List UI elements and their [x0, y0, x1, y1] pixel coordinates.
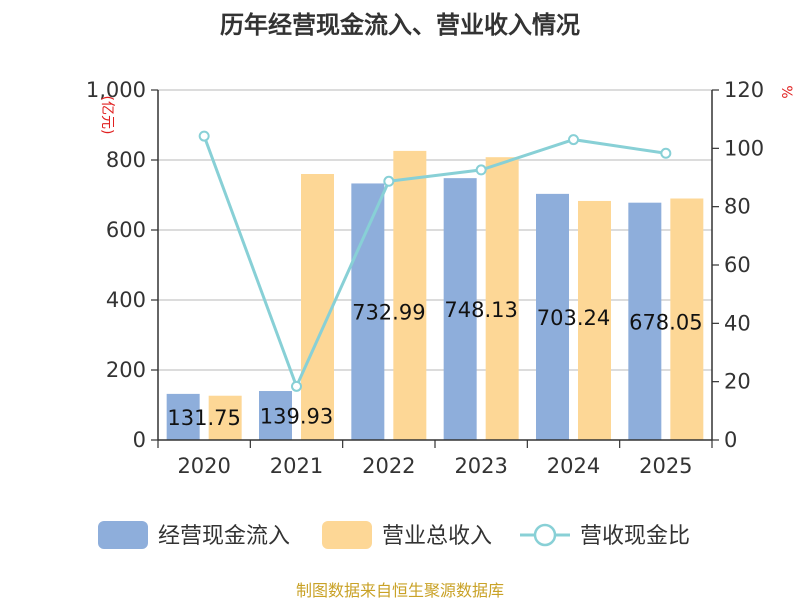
right-tick-label: 80 [724, 195, 751, 219]
cash-inflow-data-label: 732.99 [352, 301, 425, 325]
right-tick-label: 20 [724, 370, 751, 394]
grid-lines [158, 89, 712, 371]
left-tick-label: 1,000 [86, 78, 146, 102]
legend[interactable]: 经营现金流入 营业总收入 营收现金比 [98, 521, 690, 549]
legend-label: 营业总收入 [382, 524, 492, 549]
data-labels: 131.75 139.93 732.99 748.13 703.24 678.05 [167, 298, 702, 430]
left-tick-label: 400 [106, 288, 146, 312]
revenue-bar [670, 198, 704, 440]
right-axis-unit: % [778, 85, 794, 98]
legend-label: 营收现金比 [580, 524, 690, 549]
revenue-bar [301, 174, 334, 440]
bars-group [166, 150, 704, 441]
ratio-point [383, 175, 395, 187]
legend-label: 经营现金流入 [158, 524, 290, 549]
revenue-bar [485, 157, 519, 440]
legend-swatch-cash-inflow [98, 521, 148, 549]
revenue-bar [578, 200, 611, 440]
cash-inflow-bar [443, 178, 477, 441]
left-tick-label: 200 [106, 358, 146, 382]
cash-inflow-bar [166, 393, 200, 440]
ratio-point [475, 164, 487, 176]
cash-inflow-bar [536, 193, 569, 440]
ratio-line-group [198, 130, 672, 392]
chart-title: 历年经营现金流入、营业收入情况 [220, 11, 580, 39]
ratio-point [660, 147, 672, 159]
x-tick-label: 2020 [177, 454, 230, 478]
cash-inflow-data-label: 748.13 [444, 298, 517, 322]
cash-inflow-bar [259, 391, 292, 440]
left-tick-label: 600 [106, 218, 146, 242]
legend-swatch-revenue [322, 521, 372, 549]
x-tick-label: 2021 [270, 454, 323, 478]
left-tick-label: 0 [133, 428, 146, 452]
ratio-point [291, 380, 302, 392]
right-tick-label: 40 [724, 311, 751, 335]
left-axis-unit: (亿元) [99, 96, 115, 135]
right-tick-label: 100 [724, 136, 764, 160]
cash-inflow-data-label: 703.24 [537, 306, 610, 330]
right-tick-label: 0 [724, 428, 737, 452]
revenue-bar [208, 395, 242, 440]
cash-inflow-data-label: 139.93 [260, 405, 333, 429]
axes: 0 200 400 600 800 1,000 0 20 40 60 80 100 120 2020 202… [86, 78, 764, 478]
source-note: 制图数据来自恒生聚源数据库 [296, 581, 504, 600]
x-tick-label: 2022 [362, 454, 415, 478]
left-tick-label: 800 [106, 148, 146, 172]
cash-inflow-data-label: 678.05 [629, 310, 702, 334]
revenue-bar [393, 150, 427, 440]
ratio-point [198, 130, 210, 142]
cash-inflow-bar [628, 202, 662, 440]
ratio-point [568, 134, 579, 146]
right-tick-label: 60 [724, 253, 751, 277]
cash-inflow-data-label: 131.75 [167, 406, 240, 430]
x-tick-label: 2025 [639, 454, 692, 478]
legend-marker-ratio [533, 523, 557, 547]
x-tick-label: 2024 [547, 454, 600, 478]
ratio-line [202, 135, 667, 391]
right-tick-label: 120 [724, 78, 764, 102]
x-tick-label: 2023 [454, 454, 507, 478]
